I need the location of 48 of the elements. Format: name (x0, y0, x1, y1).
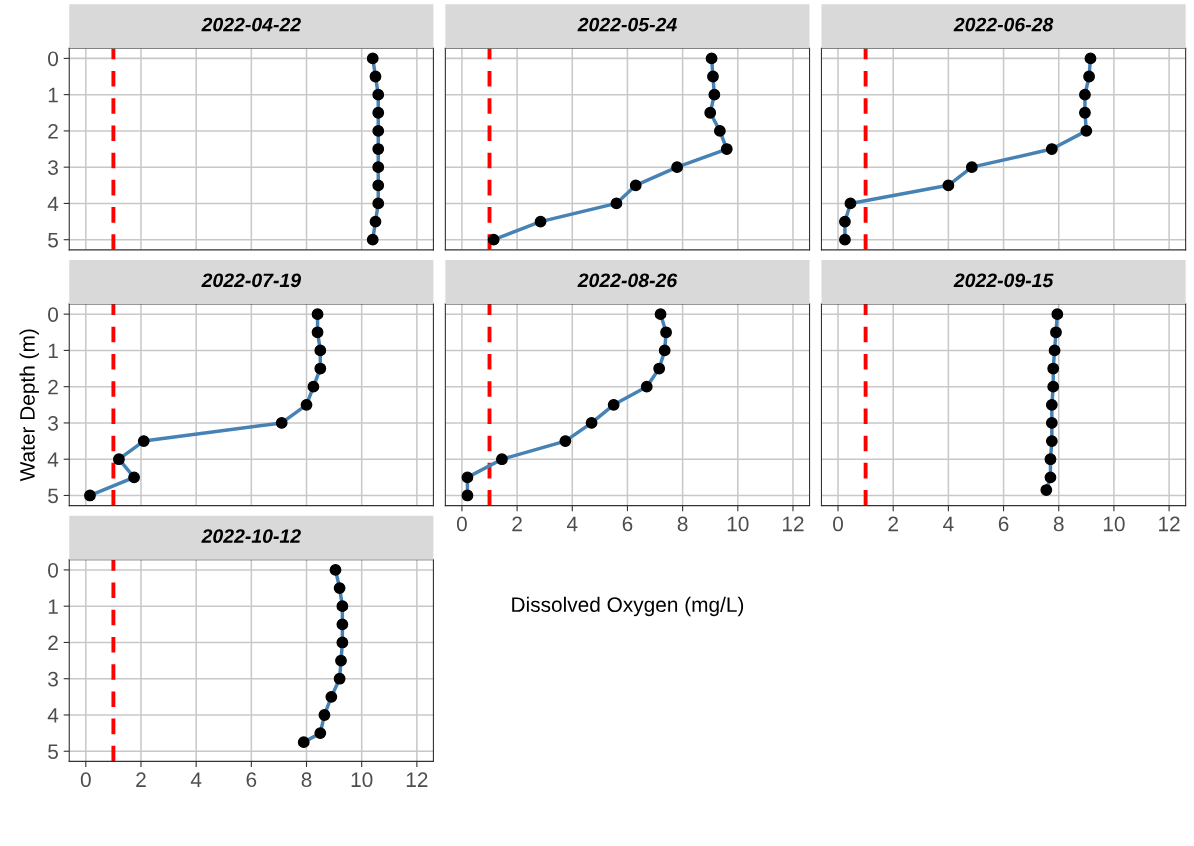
y-tick-label: 1 (48, 599, 58, 614)
y-tick-label: 0 (48, 51, 59, 67)
x-tick-label: 6 (622, 516, 633, 532)
y-tick-label: 5 (48, 744, 58, 759)
x-tick-label: 10 (351, 772, 373, 788)
x-tick-label: 12 (782, 516, 804, 532)
x-axis-title: Dissolved Oxygen (mg/L) (512, 596, 744, 617)
y-tick-label: 3 (48, 415, 58, 431)
y-tick-label: 4 (47, 452, 59, 467)
y-tick-label: 4 (47, 708, 59, 723)
x-tick-label: 8 (677, 516, 688, 532)
x-tick-label: 4 (566, 516, 578, 532)
y-tick-label: 0 (48, 307, 59, 322)
x-tick-label: 8 (1053, 516, 1064, 532)
chart-title: 2022-10-12 (201, 529, 301, 543)
y-tick-label: 2 (48, 379, 58, 395)
x-tick-label: 10 (727, 516, 749, 532)
x-tick-label: 0 (456, 516, 467, 532)
x-tick-label: 0 (833, 516, 843, 532)
y-tick-label: 5 (48, 488, 58, 504)
y-tick-label: 2 (48, 635, 58, 650)
x-tick-label: 6 (246, 772, 257, 788)
x-tick-label: 6 (998, 516, 1009, 532)
x-tick-label: 8 (301, 772, 312, 788)
x-tick-label: 12 (406, 772, 428, 787)
chart-title: 2022-05-24 (577, 17, 677, 32)
y-tick-label: 3 (48, 671, 58, 687)
y-tick-label: 1 (48, 87, 58, 103)
x-tick-label: 4 (943, 516, 954, 532)
x-tick-label: 2 (136, 772, 146, 787)
x-tick-label: 2 (512, 516, 522, 532)
y-tick-label: 1 (48, 343, 58, 358)
chart-title: 2022-07-19 (201, 273, 301, 288)
y-tick-label: 2 (48, 123, 58, 139)
x-tick-label: 4 (190, 772, 202, 787)
y-tick-label: 3 (48, 160, 58, 175)
x-tick-label: 0 (80, 772, 91, 788)
x-tick-label: 2 (888, 516, 898, 532)
chart-title: 2022-09-15 (953, 273, 1054, 288)
y-axis-title: Water Depth (m) (19, 329, 39, 482)
chart-title: 2022-06-28 (953, 17, 1054, 32)
y-tick-label: 5 (48, 232, 58, 248)
y-tick-label: 0 (48, 562, 59, 578)
x-tick-label: 12 (1159, 516, 1180, 532)
y-tick-label: 4 (47, 196, 59, 211)
chart-title: 2022-04-22 (201, 17, 301, 32)
x-tick-label: 10 (1103, 516, 1125, 532)
chart-title: 2022-08-26 (577, 273, 678, 288)
